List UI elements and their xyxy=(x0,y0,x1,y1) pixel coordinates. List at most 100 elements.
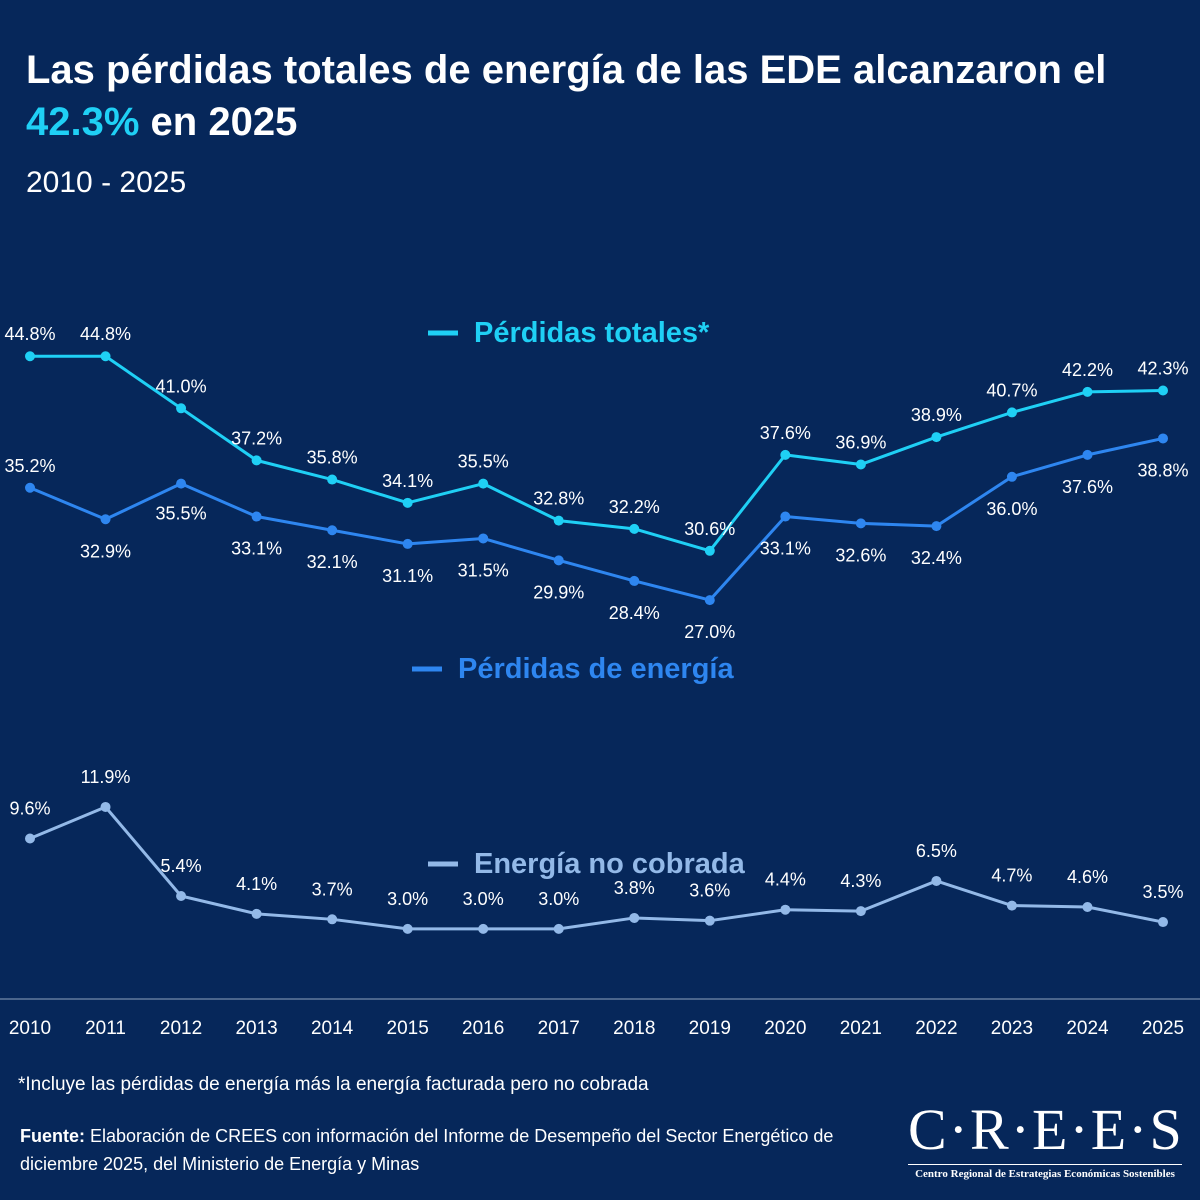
data-point-1 xyxy=(704,595,715,606)
series-line-2 xyxy=(29,805,1164,931)
data-point-0 xyxy=(931,432,942,443)
data-point-1 xyxy=(629,575,640,586)
data-point-1 xyxy=(478,533,489,544)
data-label-2: 4.3% xyxy=(840,871,881,891)
data-point-0 xyxy=(629,523,640,534)
data-point-1 xyxy=(1082,449,1093,460)
x-tick-label: 2025 xyxy=(1142,1018,1184,1039)
data-label-1: 32.1% xyxy=(307,552,358,572)
data-point-0 xyxy=(327,474,338,485)
data-label-2: 5.4% xyxy=(161,856,202,876)
data-label-0: 42.3% xyxy=(1137,358,1188,378)
x-tick-label: 2014 xyxy=(311,1018,354,1039)
data-label-1: 33.1% xyxy=(231,539,282,559)
data-point-2 xyxy=(780,904,791,915)
source-label: Fuente: xyxy=(20,1126,85,1146)
data-label-0: 32.2% xyxy=(609,497,660,517)
data-point-1 xyxy=(100,514,111,525)
data-point-2 xyxy=(931,875,942,886)
data-label-1: 31.5% xyxy=(458,560,509,580)
legend-perdidas-totales-text: Pérdidas totales* xyxy=(474,317,710,349)
data-label-1: 36.0% xyxy=(986,499,1037,519)
data-point-1 xyxy=(780,511,791,522)
x-tick-label: 2017 xyxy=(538,1018,580,1039)
logo-tagline: Centro Regional de Estrategias Económica… xyxy=(915,1168,1175,1180)
data-point-2 xyxy=(629,912,640,923)
data-point-1 xyxy=(251,511,262,522)
data-point-2 xyxy=(327,914,338,925)
data-label-2: 4.6% xyxy=(1067,867,1108,887)
data-point-0 xyxy=(402,497,413,508)
data-label-0: 42.2% xyxy=(1062,360,1113,380)
data-label-0: 40.7% xyxy=(986,380,1037,400)
crees-logo: C·R·E·E·S Centro Regional de Estrategias… xyxy=(908,1098,1182,1180)
x-tick-label: 2015 xyxy=(387,1018,429,1039)
data-point-0 xyxy=(251,455,262,466)
data-label-1: 32.6% xyxy=(835,545,886,565)
data-label-2: 6.5% xyxy=(916,841,957,861)
x-tick-label: 2024 xyxy=(1066,1018,1109,1039)
data-label-0: 32.8% xyxy=(533,489,584,509)
data-point-1 xyxy=(931,521,942,532)
data-label-0: 37.2% xyxy=(231,428,282,448)
title-text: Las pérdidas totales de energía de las E… xyxy=(26,48,1107,92)
source-note: Fuente: Elaboración de CREES con informa… xyxy=(20,1122,880,1178)
data-label-2: 3.7% xyxy=(312,879,353,899)
data-point-1 xyxy=(176,478,187,489)
data-point-2 xyxy=(1006,900,1017,911)
data-point-2 xyxy=(402,923,413,934)
data-label-1: 37.6% xyxy=(1062,477,1113,497)
legend-energia-no-cobrada-text: Energía no cobrada xyxy=(474,848,746,880)
data-label-2: 3.0% xyxy=(463,889,504,909)
legend-perdidas-energia-text: Pérdidas de energía xyxy=(458,653,734,685)
data-point-1 xyxy=(855,518,866,529)
data-point-2 xyxy=(251,908,262,919)
data-point-2 xyxy=(1082,901,1093,912)
x-tick-label: 2016 xyxy=(462,1018,504,1039)
data-point-2 xyxy=(176,891,187,902)
data-label-1: 38.8% xyxy=(1137,460,1188,480)
title-highlight: 42.3% xyxy=(26,100,140,144)
series-line-1 xyxy=(29,436,1164,602)
data-point-0 xyxy=(780,449,791,460)
data-label-1: 32.4% xyxy=(911,548,962,568)
data-label-0: 35.8% xyxy=(307,448,358,468)
data-label-2: 4.1% xyxy=(236,874,277,894)
x-tick-label: 2019 xyxy=(689,1018,731,1039)
data-label-2: 3.8% xyxy=(614,878,655,898)
x-tick-label: 2020 xyxy=(764,1018,806,1039)
data-label-0: 36.9% xyxy=(835,432,886,452)
x-tick-label: 2023 xyxy=(991,1018,1033,1039)
logo-divider xyxy=(908,1164,1182,1165)
footnote: *Incluye las pérdidas de energía más la … xyxy=(18,1074,649,1095)
chart-subtitle: 2010 - 2025 xyxy=(26,166,187,199)
data-point-2 xyxy=(478,923,489,934)
data-label-0: 34.1% xyxy=(382,471,433,491)
data-label-1: 33.1% xyxy=(760,539,811,559)
data-point-0 xyxy=(100,351,111,362)
data-point-0 xyxy=(1006,407,1017,418)
data-label-1: 35.5% xyxy=(156,504,207,524)
chart-title: Las pérdidas totales de energía de las E… xyxy=(26,44,1186,148)
line-chart: 2010 2011 2012 2013 2014 2015 2016 2017 2018 2019… xyxy=(0,317,1200,1039)
x-tick-label: 2010 xyxy=(9,1018,51,1039)
data-label-0: 41.0% xyxy=(156,376,207,396)
data-point-0 xyxy=(176,403,187,414)
data-point-1 xyxy=(1158,433,1168,444)
data-label-1: 31.1% xyxy=(382,566,433,586)
data-label-2: 11.9% xyxy=(81,767,131,787)
data-point-2 xyxy=(1158,917,1168,928)
series-line-0 xyxy=(30,354,1164,553)
data-point-2 xyxy=(25,833,35,844)
data-label-0: 44.8% xyxy=(80,324,131,344)
data-label-1: 35.2% xyxy=(4,456,55,476)
data-label-0: 44.8% xyxy=(4,324,55,344)
data-label-2: 3.5% xyxy=(1142,882,1183,902)
data-label-2: 4.4% xyxy=(765,870,806,890)
data-point-1 xyxy=(553,555,564,566)
data-label-1: 29.9% xyxy=(533,582,584,602)
data-point-1 xyxy=(402,538,413,549)
data-label-2: 9.6% xyxy=(9,798,50,818)
data-point-1 xyxy=(25,482,35,493)
data-label-2: 3.6% xyxy=(689,881,730,901)
